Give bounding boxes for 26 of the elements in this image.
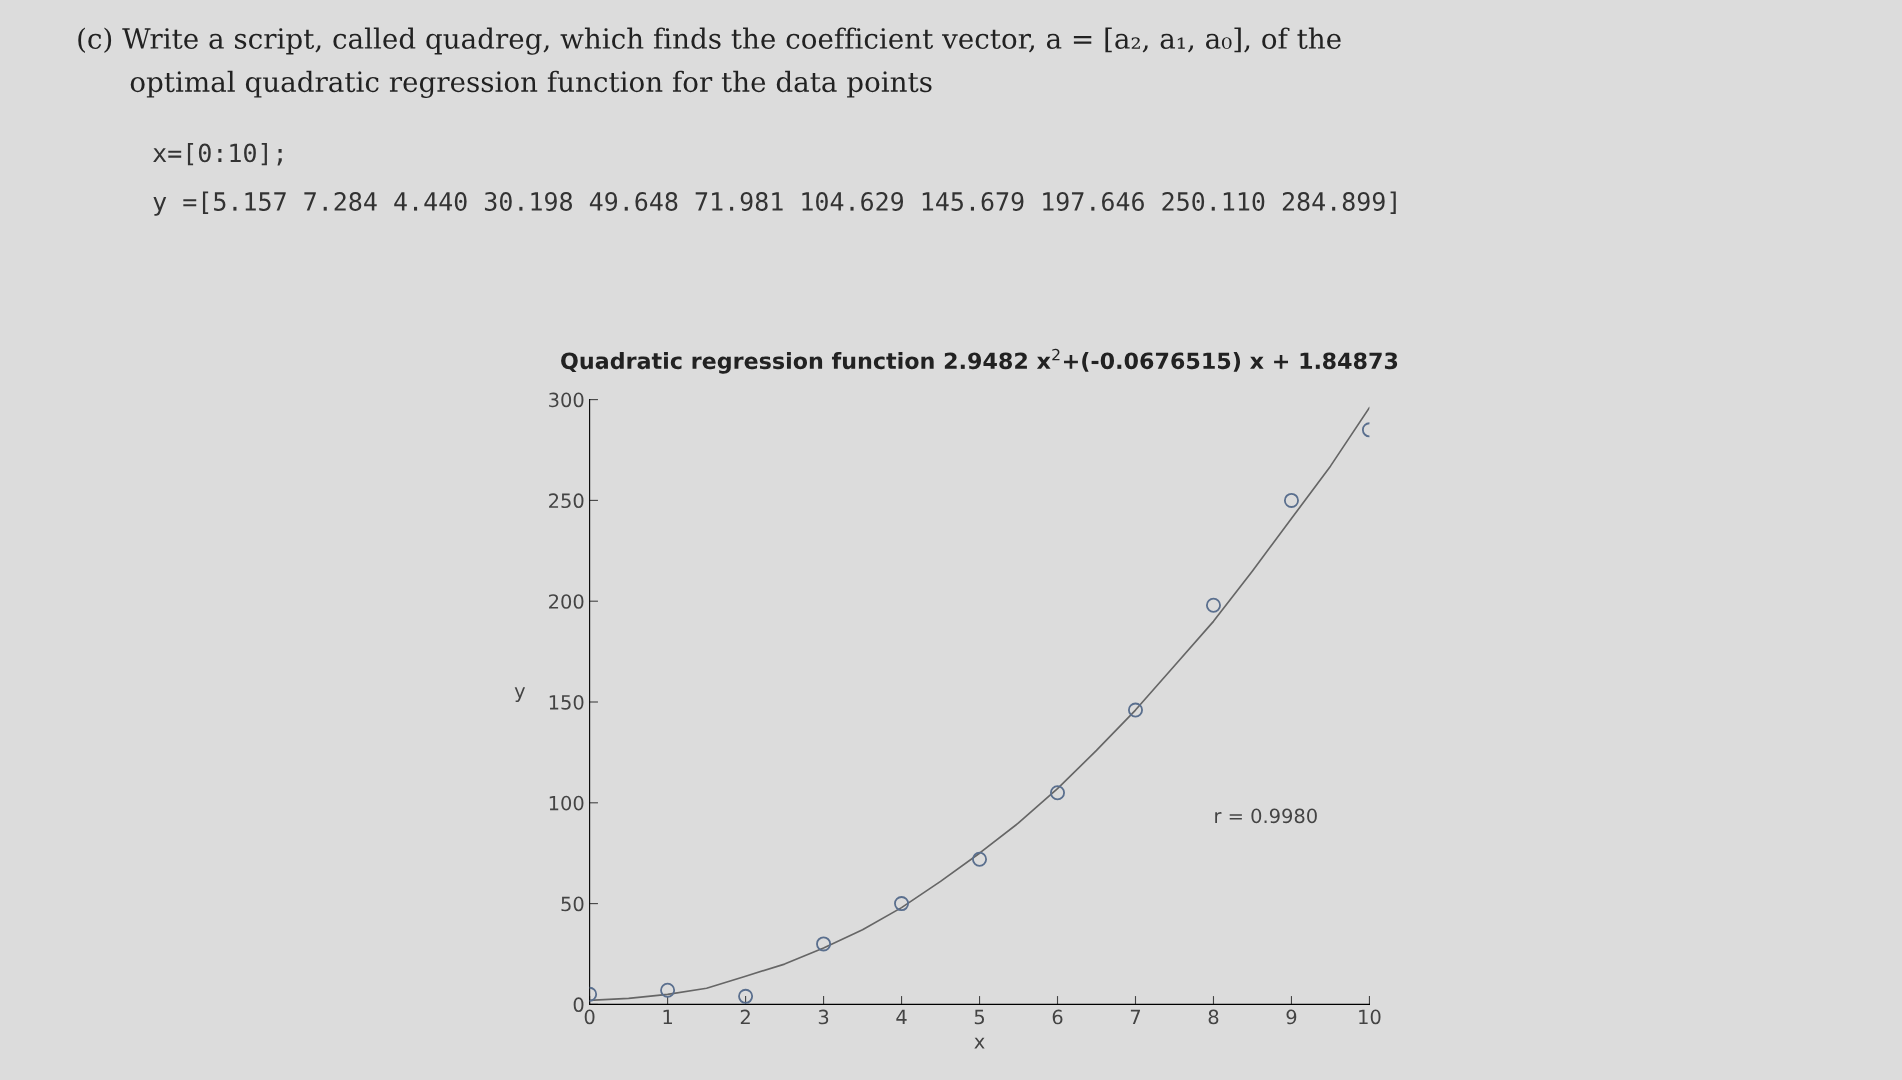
x-tick-label: 1 (663, 1009, 672, 1025)
text: y =[5.157 7.284 4.440 30.198 49.648 71.981 104.629 145.679 197.646 250.110 284.899] (153, 191, 1396, 216)
x-tick-label: 8 (1208, 1009, 1219, 1025)
x-tick-label: 3 (818, 1009, 829, 1025)
annotation: r = 0.9980 (1215, 808, 1317, 824)
x-tick-label: 7 (1130, 1009, 1141, 1025)
y-tick-label: 100 (549, 795, 584, 811)
y-tick-label: 300 (549, 392, 584, 408)
text: x=[0:10]; (153, 143, 282, 166)
x-tick-label: 10 (1359, 1009, 1381, 1025)
x-tick-label: 6 (1052, 1009, 1063, 1025)
y-tick-label: 50 (561, 896, 584, 912)
y-tick-label: 200 (549, 594, 584, 609)
x-tick-label: 9 (1286, 1009, 1297, 1025)
x-tick-label: 5 (974, 1009, 985, 1025)
y-tick-label: 250 (549, 493, 584, 509)
y-axis-title: y (514, 687, 526, 702)
y-tick-label: 150 (549, 694, 584, 710)
x-tick-label: 0 (584, 1009, 595, 1025)
x-axis-title: x (974, 1037, 985, 1049)
x-tick-label: 4 (896, 1009, 907, 1025)
text: optimal quadratic regression function for the data points (130, 70, 932, 98)
x-tick-label: 2 (740, 1009, 750, 1025)
chart-title: Quadratic regression function 2.9482 x$^{2}$+(-0.0676515) x + 1.84873 (561, 348, 1398, 374)
y-tick-label: 0 (573, 997, 584, 1013)
text: (c) Write a script, called quadreg, which finds the coefficient vector, a = [a₂, a₁, a₀], of the (78, 27, 1341, 55)
